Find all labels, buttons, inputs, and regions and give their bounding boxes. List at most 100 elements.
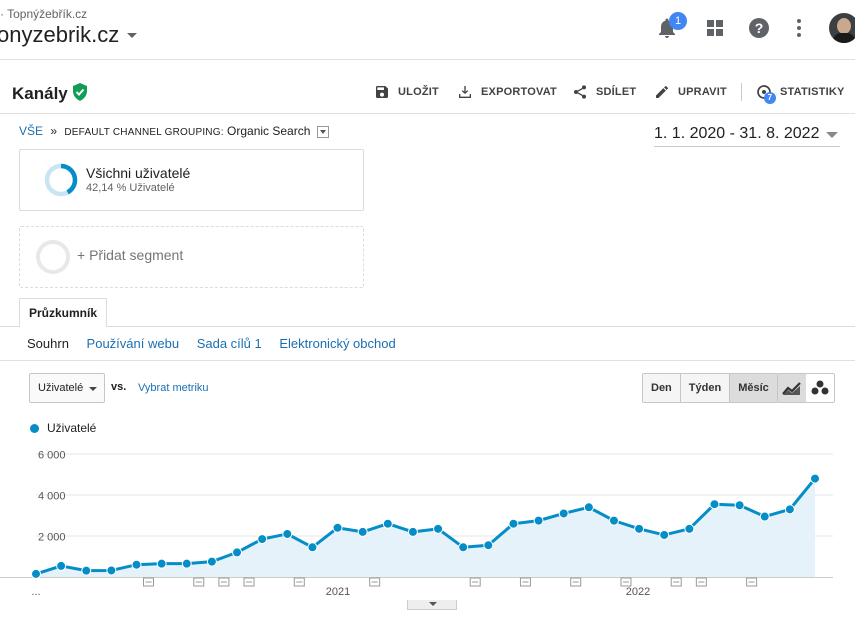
period-month-button[interactable]: Měsíc bbox=[729, 374, 777, 402]
metric-caret-icon bbox=[89, 387, 97, 391]
add-segment-card[interactable]: + Přidat segment bbox=[19, 226, 364, 288]
date-range-text: 1. 1. 2020 - 31. 8. 2022 bbox=[654, 125, 820, 142]
explorer-subtabs: Souhrn Používání webu Sada cílů 1 Elektr… bbox=[27, 336, 410, 351]
tab-explorer[interactable]: Průzkumník bbox=[19, 298, 107, 327]
data-point[interactable] bbox=[407, 526, 418, 537]
data-point[interactable] bbox=[307, 542, 318, 553]
data-point[interactable] bbox=[257, 534, 268, 545]
annotation-icon[interactable] bbox=[293, 577, 305, 587]
annotation-icon[interactable] bbox=[670, 577, 682, 587]
data-point[interactable] bbox=[232, 547, 243, 558]
svg-text:?: ? bbox=[755, 20, 764, 36]
verified-shield-icon bbox=[73, 83, 87, 101]
data-point[interactable] bbox=[508, 518, 519, 529]
data-point[interactable] bbox=[206, 556, 217, 567]
share-button[interactable]: SDÍLET bbox=[572, 81, 636, 103]
annotation-icon[interactable] bbox=[218, 577, 230, 587]
data-point[interactable] bbox=[483, 540, 494, 551]
line-chart-button[interactable] bbox=[778, 374, 806, 402]
data-point[interactable] bbox=[131, 559, 142, 570]
data-point[interactable] bbox=[734, 500, 745, 511]
data-point[interactable] bbox=[810, 473, 820, 484]
data-point[interactable] bbox=[181, 558, 192, 569]
annotation-icon[interactable] bbox=[570, 577, 582, 587]
avatar[interactable] bbox=[829, 13, 855, 43]
annotation-icon[interactable] bbox=[746, 577, 758, 587]
date-range-picker[interactable]: 1. 1. 2020 - 31. 8. 2022 bbox=[654, 125, 840, 147]
data-point[interactable] bbox=[106, 565, 117, 576]
period-toggle: Den Týden Měsíc bbox=[642, 373, 778, 403]
annotation-icon[interactable] bbox=[519, 577, 531, 587]
data-point[interactable] bbox=[382, 518, 393, 529]
subtab-summary[interactable]: Souhrn bbox=[27, 336, 69, 351]
data-point[interactable] bbox=[282, 528, 293, 539]
data-point[interactable] bbox=[608, 515, 619, 526]
save-label: ULOŽIT bbox=[398, 86, 439, 98]
property-selector[interactable]: onyzebrik.cz bbox=[0, 22, 120, 47]
data-point[interactable] bbox=[332, 522, 343, 533]
line-chart-icon bbox=[782, 382, 801, 395]
pick-metric-link[interactable]: Vybrat metriku bbox=[138, 382, 209, 394]
annotation-icon[interactable] bbox=[369, 577, 381, 587]
report-header: Kanály ULOŽIT EXPORTOVAT SDÍLET UPRAVIT … bbox=[0, 70, 855, 114]
data-point[interactable] bbox=[634, 523, 645, 534]
annotation-icon[interactable] bbox=[193, 577, 205, 587]
data-point[interactable] bbox=[659, 529, 670, 540]
subtab-ecommerce[interactable]: Elektronický obchod bbox=[279, 336, 396, 351]
users-line-chart[interactable]: 6 000 4 000 2 000... 2021 2022 bbox=[0, 440, 855, 617]
account-name: · Topnýžebřík.cz bbox=[0, 7, 88, 21]
export-button[interactable]: EXPORTOVAT bbox=[457, 81, 557, 103]
annotation-icon[interactable] bbox=[143, 577, 155, 587]
chart-type-toggle bbox=[777, 373, 835, 403]
add-segment-label: + Přidat segment bbox=[77, 247, 184, 263]
motion-chart-button[interactable] bbox=[806, 374, 834, 402]
y-tick-label: 6 000 bbox=[38, 450, 66, 462]
data-point[interactable] bbox=[759, 511, 770, 522]
edit-button[interactable]: UPRAVIT bbox=[654, 81, 727, 103]
metric-select-value: Uživatelé bbox=[38, 382, 84, 394]
save-button[interactable]: ULOŽIT bbox=[374, 81, 439, 103]
property-caret-icon[interactable] bbox=[127, 33, 137, 38]
data-point[interactable] bbox=[784, 504, 795, 515]
annotation-icon[interactable] bbox=[469, 577, 481, 587]
breadcrumb: VŠE » DEFAULT CHANNEL GROUPING: Organic … bbox=[19, 124, 329, 138]
legend-dot bbox=[30, 423, 39, 433]
data-point[interactable] bbox=[56, 560, 67, 571]
tab-divider bbox=[0, 326, 855, 327]
subtab-site-usage[interactable]: Používání webu bbox=[86, 336, 180, 351]
metric-select[interactable]: Uživatelé bbox=[29, 373, 105, 403]
subtab-goal-set-1[interactable]: Sada cílů 1 bbox=[196, 336, 262, 351]
data-point[interactable] bbox=[31, 568, 41, 579]
breadcrumb-separator: » bbox=[50, 124, 58, 138]
data-point[interactable] bbox=[458, 542, 469, 553]
period-day-button[interactable]: Den bbox=[651, 382, 672, 394]
vs-label: vs. bbox=[111, 381, 127, 393]
insights-button[interactable]: 7 STATISTIKY bbox=[756, 81, 845, 104]
help-icon[interactable]: ? bbox=[747, 16, 771, 40]
data-point[interactable] bbox=[357, 526, 368, 537]
annotation-icon[interactable] bbox=[243, 577, 255, 587]
period-week-button[interactable]: Týden bbox=[679, 374, 729, 402]
export-label: EXPORTOVAT bbox=[481, 86, 557, 98]
data-point[interactable] bbox=[156, 558, 167, 569]
breadcrumb-grouping: DEFAULT CHANNEL GROUPING: bbox=[64, 127, 224, 138]
data-point[interactable] bbox=[684, 523, 695, 534]
date-range-caret-icon bbox=[826, 132, 838, 138]
data-point[interactable] bbox=[533, 515, 544, 526]
annotation-icon[interactable] bbox=[620, 577, 632, 587]
segment-name: Všichni uživatelé bbox=[86, 165, 191, 181]
data-point[interactable] bbox=[433, 523, 444, 534]
data-point[interactable] bbox=[558, 508, 569, 519]
more-vert-icon[interactable] bbox=[787, 16, 811, 40]
collapse-chart-button[interactable] bbox=[407, 600, 457, 610]
breadcrumb-dropdown-icon[interactable] bbox=[316, 125, 329, 138]
data-point[interactable] bbox=[583, 502, 594, 513]
annotation-icon[interactable] bbox=[695, 577, 707, 587]
data-point[interactable] bbox=[81, 565, 92, 576]
breadcrumb-all-link[interactable]: VŠE bbox=[19, 124, 44, 138]
apps-grid-icon[interactable] bbox=[703, 16, 727, 40]
save-icon bbox=[376, 86, 388, 98]
data-point[interactable] bbox=[709, 499, 720, 510]
bubble-chart-icon bbox=[811, 380, 829, 395]
segment-card[interactable]: Všichni uživatelé 42,14 % Uživatelé bbox=[19, 149, 364, 211]
